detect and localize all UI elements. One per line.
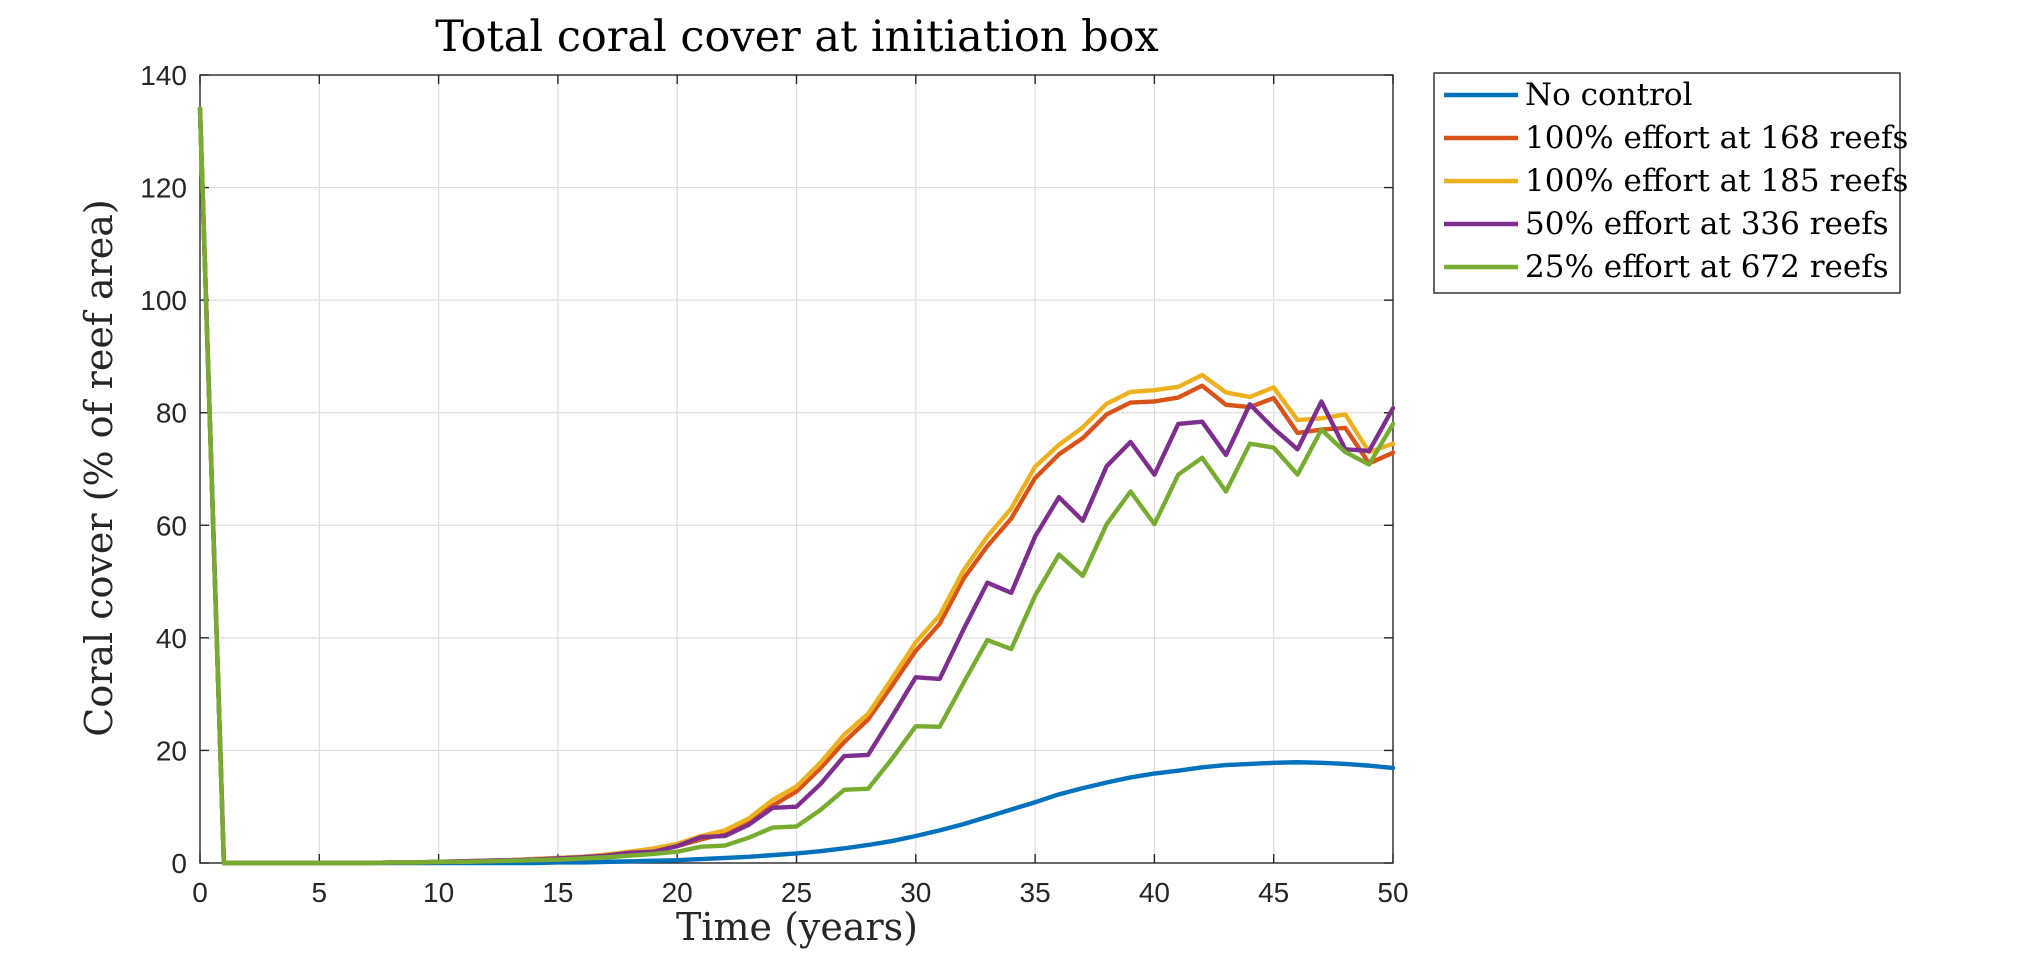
x-tick-label: 40 bbox=[1139, 877, 1170, 908]
y-axis-label: Coral cover (% of reef area) bbox=[77, 199, 121, 736]
x-tick-label: 25 bbox=[781, 877, 812, 908]
y-tick-label: 20 bbox=[156, 735, 187, 766]
legend-entry: 25% effort at 672 reefs bbox=[1525, 249, 1889, 285]
x-tick-label: 5 bbox=[312, 877, 328, 908]
x-axis-label: Time (years) bbox=[676, 905, 918, 949]
x-axis: 0 5 10 15 20 25 30 35 40 45 50 bbox=[192, 75, 1409, 908]
legend-entry: 100% effort at 168 reefs bbox=[1525, 120, 1908, 156]
y-tick-label: 100 bbox=[140, 285, 187, 316]
x-tick-label: 20 bbox=[662, 877, 693, 908]
x-tick-label: 30 bbox=[900, 877, 931, 908]
legend-entry: 50% effort at 336 reefs bbox=[1525, 206, 1889, 242]
x-tick-label: 15 bbox=[542, 877, 573, 908]
x-tick-label: 0 bbox=[192, 877, 208, 908]
y-tick-label: 40 bbox=[156, 623, 187, 654]
chart-title: Total coral cover at initiation box bbox=[435, 12, 1158, 62]
x-tick-label: 45 bbox=[1258, 877, 1289, 908]
x-tick-label: 35 bbox=[1020, 877, 1051, 908]
y-tick-label: 120 bbox=[140, 173, 187, 204]
legend-entry: 100% effort at 185 reefs bbox=[1525, 163, 1908, 199]
legend: No control 100% effort at 168 reefs 100% e… bbox=[1433, 72, 1908, 294]
series-line-25-pct-effort-at-672-reefs bbox=[197, 106, 1396, 866]
y-tick-label: 140 bbox=[140, 60, 187, 91]
y-tick-label: 0 bbox=[171, 848, 187, 879]
y-tick-label: 80 bbox=[156, 398, 187, 429]
y-tick-label: 60 bbox=[156, 510, 187, 541]
series-lines bbox=[197, 106, 1396, 866]
grid-lines bbox=[200, 75, 1393, 863]
x-tick-label: 10 bbox=[423, 877, 454, 908]
legend-entry: No control bbox=[1525, 77, 1693, 113]
x-tick-label: 50 bbox=[1377, 877, 1408, 908]
y-axis: 0 20 40 60 80 100 120 140 bbox=[140, 60, 1393, 879]
